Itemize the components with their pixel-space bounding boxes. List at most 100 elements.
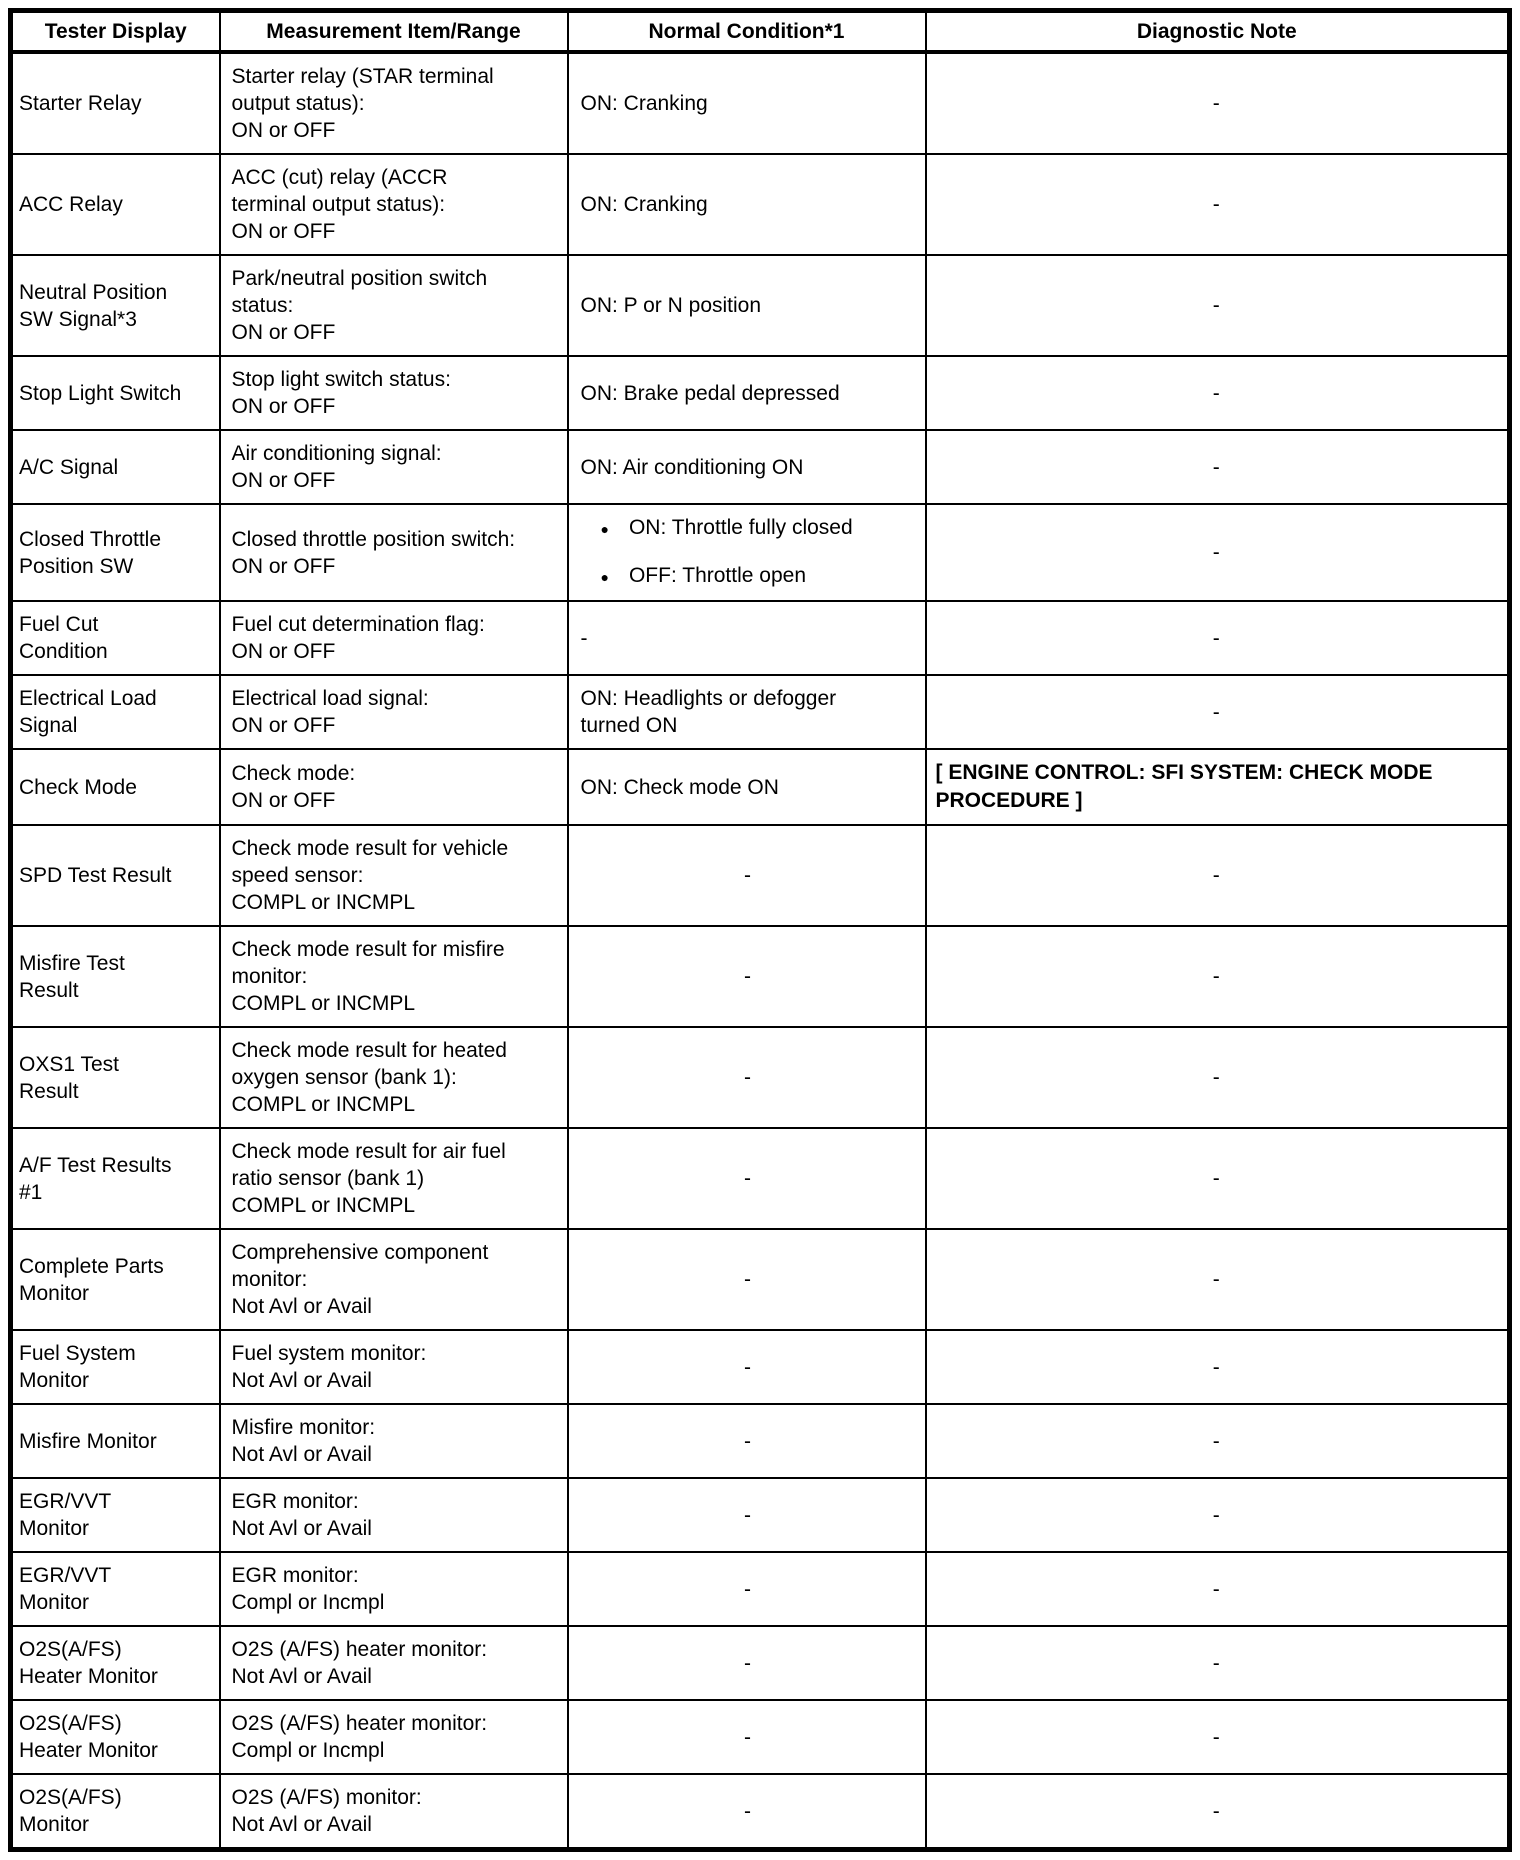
tester-display-cell: Complete Parts Monitor [9,1228,221,1331]
table-row: Starter Relay Starter relay (STAR termina… [9,51,1511,155]
normal-condition-cell: ON: Throttle fully closed OFF: Throttle o… [566,503,927,602]
tester-display-cell: Fuel Cut Condition [9,600,221,676]
diagnostic-note-cell: - [924,1551,1511,1627]
bullet-item-text: OFF: Throttle open [628,564,806,587]
measurement-item-cell: Check mode result for heated oxygen sens… [218,1026,569,1129]
diagnostic-note-cell: - [924,254,1511,357]
measurement-item-cell: Closed throttle position switch: ON or O… [218,503,569,602]
table-row: Fuel Cut Condition Fuel cut determination… [9,600,1511,676]
table-row: Neutral Position SW Signal*3 Park/neutral… [9,254,1511,357]
measurement-item-cell: Fuel cut determination flag: ON or OFF [218,600,569,676]
table-row: O2S(A/FS) Heater Monitor O2S (A/FS) heate… [9,1699,1511,1775]
tester-display-cell: A/F Test Results #1 [9,1127,221,1230]
normal-condition-cell: ON: Cranking [566,51,927,155]
diagnostic-note-cell: - [924,1329,1511,1405]
normal-condition-bullet-list: ON: Throttle fully closed OFF: Throttle o… [581,514,915,591]
diagnostic-note-cell: - [924,824,1511,927]
tester-display-cell: Starter Relay [9,51,221,155]
measurement-item-cell: EGR monitor: Compl or Incmpl [218,1551,569,1627]
table-row: A/C Signal Air conditioning signal: ON or… [9,429,1511,505]
tester-display-cell: OXS1 Test Result [9,1026,221,1129]
diagnostic-note-cell: - [924,429,1511,505]
table-row: Electrical Load Signal Electrical load si… [9,674,1511,750]
normal-condition-cell: - [566,600,927,676]
tester-display-cell: O2S(A/FS) Heater Monitor [9,1625,221,1701]
diagnostic-note-cell: - [924,1127,1511,1230]
table-row: ACC Relay ACC (cut) relay (ACCR terminal … [9,153,1511,256]
column-header-normal-condition: Normal Condition*1 [566,9,927,54]
normal-condition-cell: ON: Air conditioning ON [566,429,927,505]
table-header: Tester Display Measurement Item/Range No… [9,9,1511,54]
measurement-item-cell: Check mode: ON or OFF [218,748,569,826]
table-row: SPD Test Result Check mode result for veh… [9,824,1511,927]
table-row: Misfire Monitor Misfire monitor: Not Avl … [9,1403,1511,1479]
normal-condition-cell: - [566,824,927,927]
measurement-item-cell: Electrical load signal: ON or OFF [218,674,569,750]
measurement-item-cell: Misfire monitor: Not Avl or Avail [218,1403,569,1479]
table-row: A/F Test Results #1 Check mode result for… [9,1127,1511,1230]
measurement-item-cell: EGR monitor: Not Avl or Avail [218,1477,569,1553]
table-row: O2S(A/FS) Heater Monitor O2S (A/FS) heate… [9,1625,1511,1701]
table-row: Complete Parts Monitor Comprehensive comp… [9,1228,1511,1331]
measurement-item-cell: ACC (cut) relay (ACCR terminal output st… [218,153,569,256]
measurement-item-cell: O2S (A/FS) monitor: Not Avl or Avail [218,1773,569,1851]
diagnostic-note-cell: - [924,1699,1511,1775]
measurement-item-cell: Comprehensive component monitor: Not Avl… [218,1228,569,1331]
diagnostic-note-cell: - [924,674,1511,750]
diagnostic-note-cell: - [924,153,1511,256]
diagnostic-note-cell: - [924,51,1511,155]
table-row: EGR/VVT Monitor EGR monitor: Not Avl or A… [9,1477,1511,1553]
normal-condition-cell: - [566,1477,927,1553]
tester-display-cell: Fuel System Monitor [9,1329,221,1405]
bullet-item-text: ON: Throttle fully closed [628,516,853,539]
column-header-diagnostic-note: Diagnostic Note [924,9,1511,54]
normal-condition-cell: ON: Brake pedal depressed [566,355,927,431]
measurement-item-cell: Check mode result for vehicle speed sens… [218,824,569,927]
diagnostic-note-cell: - [924,355,1511,431]
tester-display-cell: Check Mode [9,748,221,826]
measurement-item-cell: O2S (A/FS) heater monitor: Not Avl or Av… [218,1625,569,1701]
diagnostic-table: Tester Display Measurement Item/Range No… [8,8,1512,1852]
normal-condition-cell: - [566,1625,927,1701]
diagnostic-note-cell: - [924,600,1511,676]
normal-condition-cell: - [566,1773,927,1851]
normal-condition-cell: - [566,1403,927,1479]
table-row: Closed Throttle Position SW Closed thrott… [9,503,1511,602]
table-row: OXS1 Test Result Check mode result for he… [9,1026,1511,1129]
table-row: Misfire Test Result Check mode result for… [9,925,1511,1028]
diagnostic-note-cell: - [924,1773,1511,1851]
diagnostic-note-cell: - [924,1625,1511,1701]
normal-condition-cell: - [566,1551,927,1627]
tester-display-cell: EGR/VVT Monitor [9,1477,221,1553]
normal-condition-cell: ON: Check mode ON [566,748,927,826]
tester-display-cell: O2S(A/FS) Monitor [9,1773,221,1851]
normal-condition-cell: - [566,1699,927,1775]
normal-condition-cell: - [566,1026,927,1129]
normal-condition-cell: ON: Cranking [566,153,927,256]
diagnostic-note-cell: [ ENGINE CONTROL: SFI SYSTEM: CHECK MODE… [924,748,1511,826]
normal-condition-cell: ON: Headlights or defogger turned ON [566,674,927,750]
diagnostic-note-cell: - [924,1477,1511,1553]
normal-condition-cell: - [566,1127,927,1230]
diagnostic-note-cell: - [924,925,1511,1028]
diagnostic-note-cell: - [924,1026,1511,1129]
tester-display-cell: EGR/VVT Monitor [9,1551,221,1627]
normal-condition-cell: - [566,925,927,1028]
tester-display-cell: Stop Light Switch [9,355,221,431]
measurement-item-cell: Park/neutral position switch status: ON … [218,254,569,357]
tester-display-cell: SPD Test Result [9,824,221,927]
column-header-measurement-item-range: Measurement Item/Range [218,9,569,54]
normal-condition-cell: - [566,1329,927,1405]
table-row: Fuel System Monitor Fuel system monitor: … [9,1329,1511,1405]
normal-condition-cell: ON: P or N position [566,254,927,357]
diagnostic-note-cell: - [924,503,1511,602]
table-row: O2S(A/FS) Monitor O2S (A/FS) monitor: Not… [9,1773,1511,1851]
tester-display-cell: ACC Relay [9,153,221,256]
measurement-item-cell: Air conditioning signal: ON or OFF [218,429,569,505]
tester-display-cell: Neutral Position SW Signal*3 [9,254,221,357]
bullet-item: OFF: Throttle open [601,562,915,591]
table-row: EGR/VVT Monitor EGR monitor: Compl or Inc… [9,1551,1511,1627]
table-body: Starter Relay Starter relay (STAR termina… [9,51,1511,1851]
measurement-item-cell: Fuel system monitor: Not Avl or Avail [218,1329,569,1405]
